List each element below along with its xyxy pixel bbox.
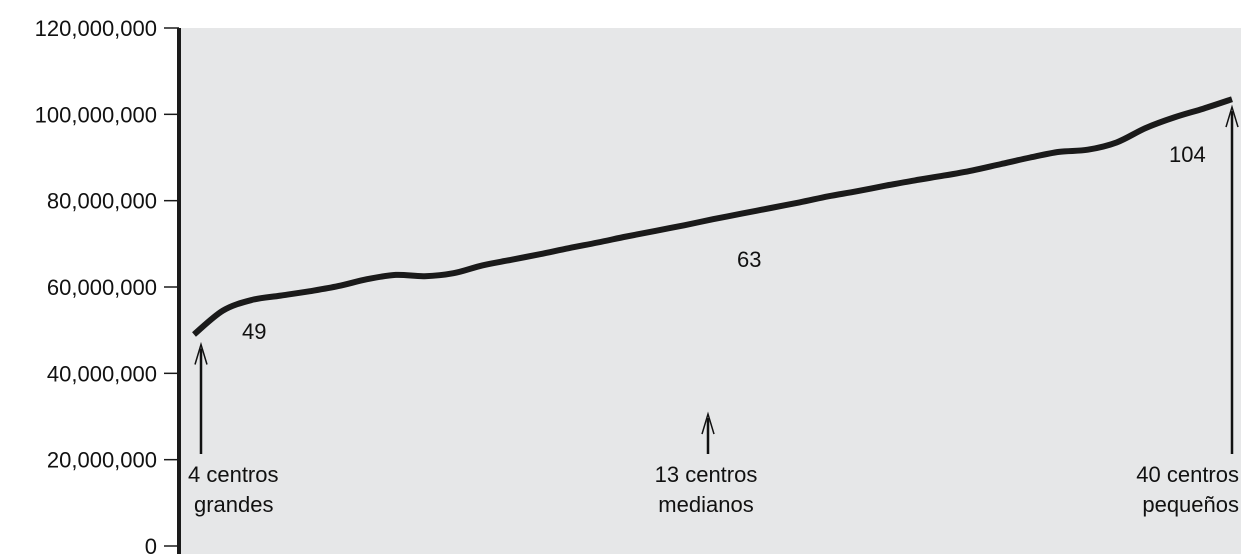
annotation-value-label: 49 xyxy=(242,319,266,344)
annotation-value-label: 104 xyxy=(1169,142,1206,167)
annotation-caption-line: medianos xyxy=(658,492,753,517)
annotation-caption-line: 40 centros xyxy=(1136,462,1239,487)
y-tick-label: 0 xyxy=(145,534,157,554)
y-tick-label: 20,000,000 xyxy=(47,448,157,473)
y-axis-ticks: 0 20,000,000 40,000,000 60,000,000 80,000,00… xyxy=(35,16,179,554)
annotation-caption-line: 13 centros xyxy=(655,462,758,487)
annotation-value-label: 63 xyxy=(737,247,761,272)
y-tick-label: 60,000,000 xyxy=(47,275,157,300)
annotation-caption-line: grandes xyxy=(194,492,274,517)
annotation-caption-line: pequeños xyxy=(1142,492,1239,517)
y-tick-label: 120,000,000 xyxy=(35,16,157,41)
y-tick-label: 80,000,000 xyxy=(47,189,157,214)
y-tick-label: 100,000,000 xyxy=(35,102,157,127)
annotation-caption-line: 4 centros xyxy=(188,462,279,487)
y-tick-label: 40,000,000 xyxy=(47,361,157,386)
